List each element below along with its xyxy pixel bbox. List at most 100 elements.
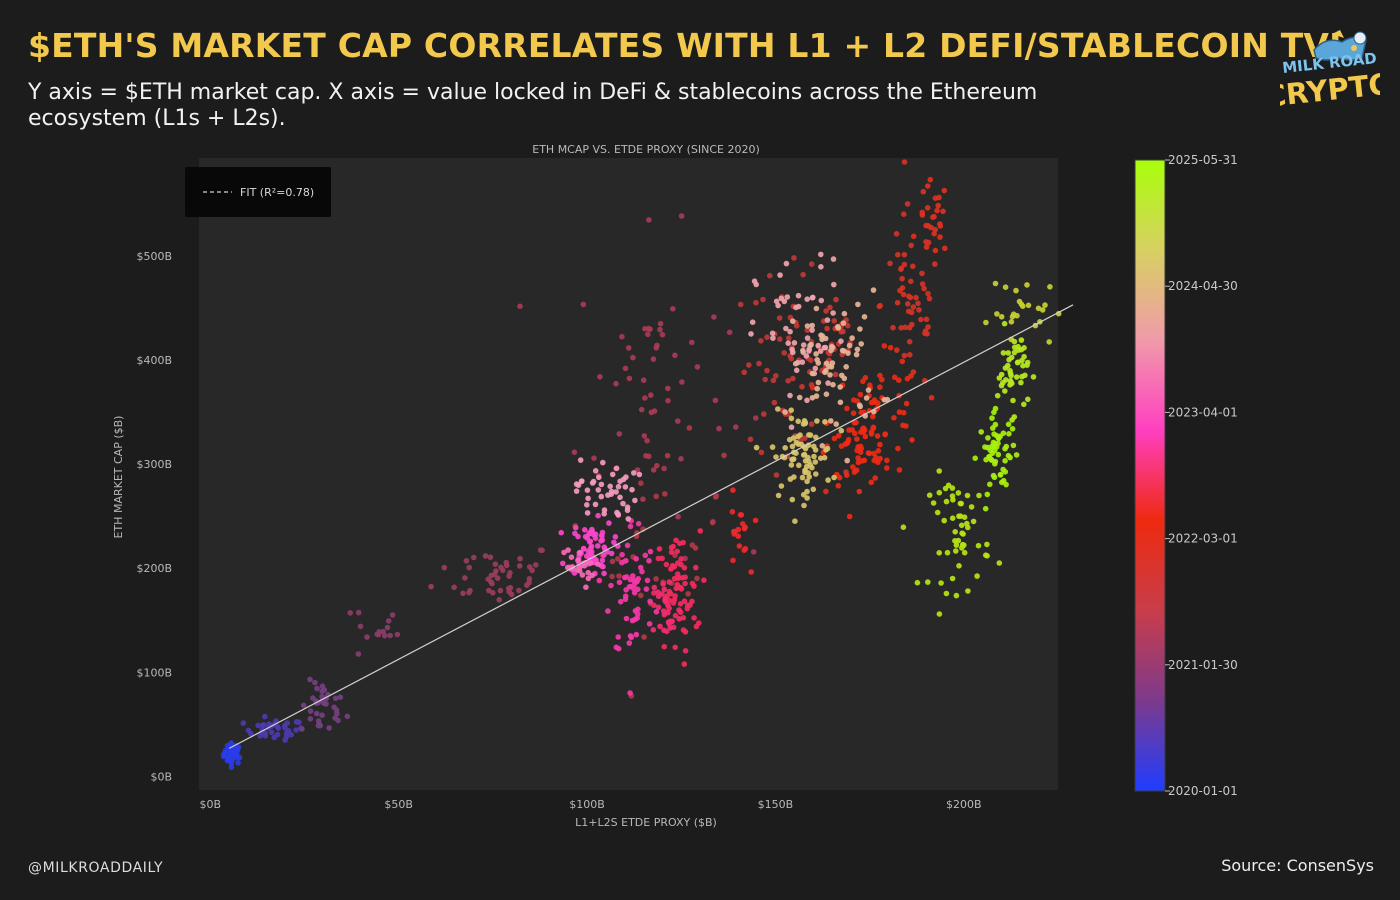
legend: FIT (R²=0.78) (185, 167, 331, 217)
data-point (599, 557, 606, 564)
data-point (795, 433, 801, 440)
data-point (989, 415, 995, 421)
data-point (689, 542, 696, 548)
data-point (862, 433, 869, 440)
data-point (1002, 445, 1008, 452)
data-point (746, 362, 752, 368)
data-point (323, 701, 329, 707)
data-point (1025, 396, 1031, 403)
data-point (773, 298, 780, 305)
data-point (775, 492, 782, 499)
data-point (697, 528, 704, 534)
data-point (823, 360, 830, 367)
data-point (790, 318, 796, 325)
data-point (800, 347, 806, 354)
data-point (861, 457, 868, 464)
data-point (789, 443, 796, 450)
data-point (693, 564, 699, 571)
data-point (930, 214, 936, 220)
data-point (904, 201, 911, 207)
data-point (831, 474, 837, 481)
data-point (871, 399, 878, 406)
data-point (998, 371, 1005, 378)
data-point (650, 627, 657, 633)
data-point (730, 557, 736, 564)
data-point (925, 290, 931, 297)
data-point (638, 592, 644, 599)
data-point (856, 402, 863, 409)
data-point (982, 505, 989, 512)
data-point (675, 418, 681, 424)
data-point (627, 633, 634, 639)
data-point (795, 292, 802, 299)
data-point (936, 550, 942, 556)
data-point (661, 627, 667, 634)
data-point (793, 367, 800, 374)
data-point (824, 445, 831, 452)
data-point (804, 296, 810, 303)
data-point (666, 579, 673, 585)
data-point (613, 489, 619, 495)
data-point (685, 591, 691, 597)
data-point (1002, 458, 1008, 464)
data-point (868, 479, 875, 486)
data-point (793, 439, 800, 446)
data-point (588, 549, 595, 555)
data-point (877, 384, 883, 391)
data-point (934, 207, 940, 214)
data-point (596, 474, 602, 481)
data-point (751, 278, 758, 285)
data-point (619, 333, 625, 340)
data-point (805, 442, 812, 449)
data-point (240, 720, 247, 726)
data-point (641, 433, 648, 439)
x-tick-label: $0B (200, 798, 222, 811)
data-point (709, 519, 716, 526)
data-point (910, 304, 917, 310)
data-point (1008, 319, 1015, 325)
data-point (809, 384, 816, 391)
plot-area (199, 158, 1058, 790)
data-point (623, 574, 630, 580)
data-point (355, 609, 362, 616)
data-point (990, 425, 996, 431)
data-point (787, 328, 793, 335)
data-point (887, 344, 894, 351)
data-point (387, 632, 394, 639)
data-point (564, 564, 571, 571)
data-point (784, 294, 791, 300)
data-point (1011, 338, 1018, 345)
data-point (634, 615, 640, 621)
data-point (923, 316, 930, 323)
data-point (868, 429, 875, 435)
data-point (904, 375, 911, 382)
data-point (671, 563, 678, 570)
data-point (952, 538, 958, 544)
data-point (651, 584, 658, 591)
data-point (712, 494, 719, 500)
data-point (853, 419, 859, 426)
data-point (782, 445, 788, 451)
data-point (641, 634, 647, 640)
rider-mascot-icon (1313, 30, 1367, 61)
data-point (638, 480, 644, 487)
data-point (902, 324, 909, 331)
data-point (775, 302, 781, 309)
data-point (517, 303, 523, 310)
data-point (384, 624, 391, 631)
data-point (711, 314, 717, 320)
data-point (854, 436, 860, 442)
data-point (752, 517, 759, 524)
data-point (808, 341, 814, 348)
data-point (680, 627, 687, 633)
data-point (923, 222, 929, 229)
data-point (581, 527, 588, 533)
data-point (887, 260, 893, 267)
data-point (583, 584, 589, 590)
data-point (783, 260, 790, 267)
data-point (620, 500, 626, 507)
data-point (890, 324, 896, 331)
data-point (666, 621, 672, 627)
data-point (733, 424, 739, 430)
data-point (990, 472, 997, 479)
